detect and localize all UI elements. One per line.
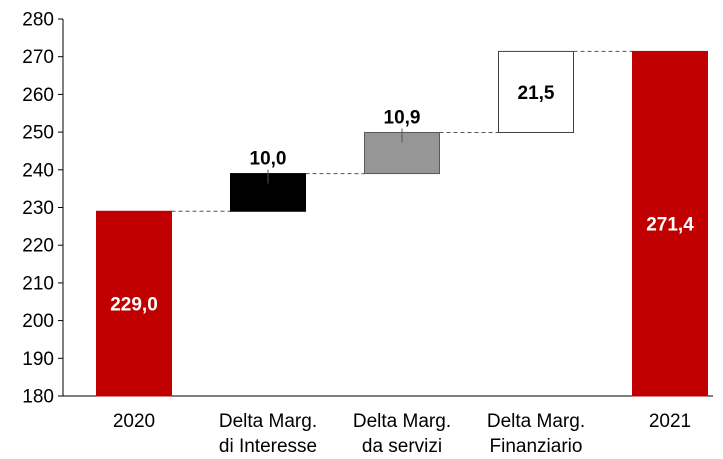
x-category-label: Delta Marg.	[353, 411, 451, 432]
value-label: 229,0	[110, 295, 158, 316]
x-category-label: di Interesse	[219, 436, 317, 457]
x-category-label: 2020	[113, 411, 155, 432]
bars	[96, 50, 708, 397]
value-label: 271,4	[646, 215, 694, 236]
bar-delta	[498, 50, 574, 133]
x-category-label: Delta Marg.	[487, 411, 585, 432]
y-tick-label: 240	[22, 160, 54, 181]
value-label: 10,0	[250, 149, 287, 170]
y-tick-label: 180	[22, 387, 54, 408]
y-tick-label: 190	[22, 349, 54, 370]
bar-delta	[230, 173, 306, 212]
y-tick-label: 280	[22, 10, 54, 31]
value-labels: 229,0 10,0 10,9 21,5 271,4	[110, 83, 694, 316]
y-tick-label: 220	[22, 236, 54, 257]
y-tick-label: 250	[22, 123, 54, 144]
x-axis: 2020 Delta Marg. di Interesse Delta Marg. da…	[63, 395, 713, 457]
value-label: 10,9	[384, 107, 421, 128]
x-category-label: da servizi	[362, 436, 442, 457]
value-label: 21,5	[518, 83, 555, 104]
bar-total	[96, 210, 172, 397]
y-axis: 180 190 200 210 220 230 240 250 260 270 280	[22, 10, 64, 408]
y-tick-label: 210	[22, 273, 54, 294]
y-tick-label: 200	[22, 311, 54, 332]
y-tick-label: 270	[22, 47, 54, 68]
y-tick-label: 230	[22, 198, 54, 219]
x-category-label: Finanziario	[490, 436, 583, 457]
connector-lines	[171, 50, 633, 212]
bar-total	[632, 50, 708, 397]
y-tick-label: 260	[22, 85, 54, 106]
x-category-label: Delta Marg.	[219, 411, 317, 432]
x-category-label: 2021	[649, 411, 691, 432]
